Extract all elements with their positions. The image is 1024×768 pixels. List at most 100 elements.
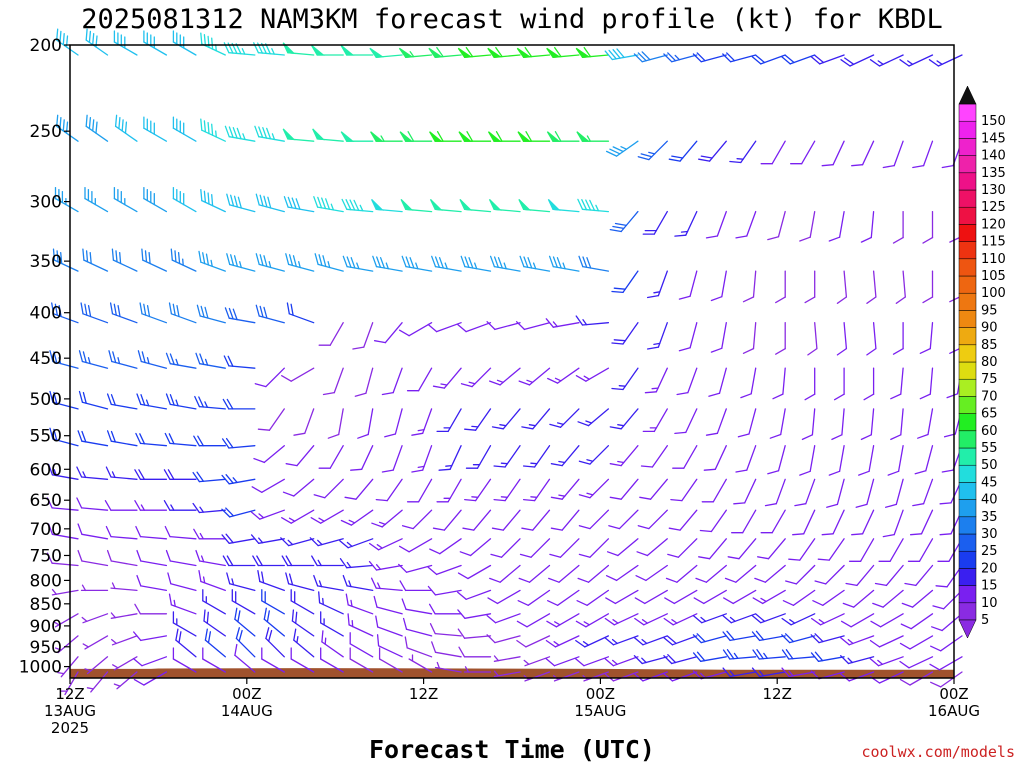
colorbar-label: 30 [981,527,998,542]
wind-barb [547,367,580,384]
wind-barb [464,408,492,431]
wind-barb [810,613,845,626]
wind-barb [340,44,374,56]
wind-barb [785,564,816,585]
wind-barb [221,437,256,449]
wind-barb [85,28,109,56]
wind-barb [114,114,138,142]
wind-barb [371,509,403,528]
wind-barb [198,570,226,592]
wind-barb [919,322,934,354]
wind-barb [339,558,374,569]
wind-barb [255,304,285,324]
wind-barb [635,564,668,582]
wind-barb [376,634,403,658]
wind-barb [135,432,168,447]
wind-barb [399,131,433,142]
wind-barb [878,538,904,562]
wind-barb [695,564,727,583]
wind-barb [340,131,374,142]
wind-barb [111,248,138,272]
wind-barb [858,445,875,476]
wind-barb [203,609,226,637]
wind-barb [901,589,934,608]
wind-barb [339,538,374,549]
wind-barb [794,478,816,507]
wind-barb [432,367,462,389]
wind-barb [344,478,374,500]
wind-barb [318,322,344,346]
wind-barb [663,613,698,626]
wind-barb [828,210,845,242]
wind-barb [106,393,138,410]
wind-barb [851,140,875,167]
wind-barb [486,321,521,331]
wind-barb [313,478,344,499]
wind-barb [769,408,786,439]
wind-barb [427,564,462,576]
wind-barb [831,408,845,441]
wind-barb [698,538,727,560]
wind-barb [637,140,668,161]
wind-barb [458,646,492,658]
wind-barb [604,48,639,61]
wind-barb [198,250,226,272]
y-tick-label: 800 [30,571,62,591]
wind-barb [77,549,109,567]
wind-barb [172,186,197,213]
wind-barb [760,509,786,534]
wind-barb [77,523,109,540]
wind-barb [286,302,315,324]
wind-barb [575,613,610,628]
wind-barb [515,321,551,331]
wind-barb [550,509,580,531]
wind-barb [907,538,934,562]
x-tick-label: 16AUG [928,702,980,720]
wind-barb [722,667,757,678]
wind-barb [84,656,109,675]
wind-barb [401,598,433,615]
wind-barb [195,352,226,369]
wind-barb [547,198,580,213]
wind-barb [252,555,285,567]
wind-barb [705,210,727,239]
wind-barb [320,647,344,673]
wind-barb [833,367,845,401]
colorbar: 5 10 15 20 25 30 35 40 45 50 55 60 65 70 75 80 85 90 95 100… [958,85,1006,639]
wind-barb [47,523,79,540]
wind-barb [51,588,79,596]
colorbar-label: 130 [981,183,1006,198]
wind-barb [546,613,580,628]
wind-barb [221,507,256,518]
wind-barb [253,445,285,464]
colorbar-label: 145 [981,131,1006,146]
wind-barb [281,509,315,524]
wind-barb [222,555,256,567]
wind-barb [489,255,521,272]
wind-barb [487,131,521,142]
colorbar-label: 110 [981,252,1006,267]
wind-barb [810,633,845,644]
wind-barb [462,509,492,531]
colorbar-label: 95 [981,303,998,318]
wind-barb [869,54,904,67]
wind-barb [457,46,492,58]
wind-barb [282,128,315,142]
wind-barb [86,671,109,693]
wind-barb [282,478,315,497]
colorbar-segment [958,568,977,586]
x-tick-label: 00Z [232,685,261,703]
wind-barb [172,611,197,637]
wind-barb [113,671,138,690]
wind-barb [930,671,963,688]
wind-barb [224,125,256,142]
wind-barb [170,248,197,272]
wind-barb [605,589,639,605]
wind-barb [869,635,904,648]
wind-barb [546,131,580,142]
wind-barb [165,393,197,410]
wind-barb [731,509,757,534]
wind-barb [767,445,786,475]
colorbar-segment [958,155,977,174]
wind-barb [60,671,79,696]
